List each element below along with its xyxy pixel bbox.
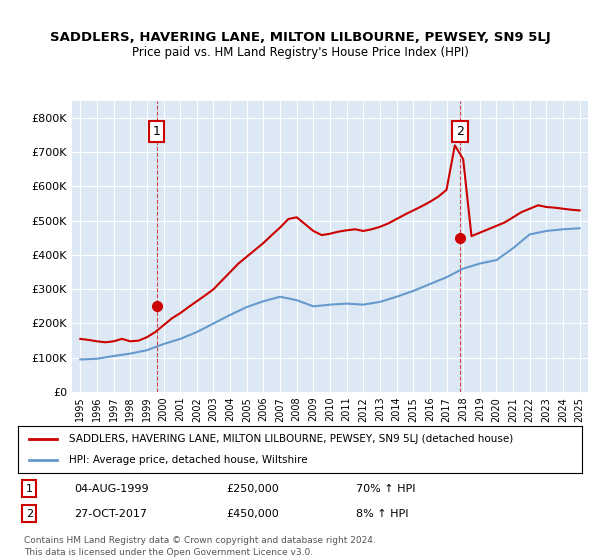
Text: 04-AUG-1999: 04-AUG-1999	[74, 484, 149, 493]
Text: Price paid vs. HM Land Registry's House Price Index (HPI): Price paid vs. HM Land Registry's House …	[131, 46, 469, 59]
Text: 8% ↑ HPI: 8% ↑ HPI	[356, 509, 409, 519]
Text: HPI: Average price, detached house, Wiltshire: HPI: Average price, detached house, Wilt…	[69, 455, 307, 465]
Text: 2: 2	[26, 509, 33, 519]
Text: 2: 2	[456, 125, 464, 138]
Text: SADDLERS, HAVERING LANE, MILTON LILBOURNE, PEWSEY, SN9 5LJ (detached house): SADDLERS, HAVERING LANE, MILTON LILBOURN…	[69, 434, 513, 444]
Text: 1: 1	[26, 484, 33, 493]
Text: £450,000: £450,000	[227, 509, 280, 519]
Text: SADDLERS, HAVERING LANE, MILTON LILBOURNE, PEWSEY, SN9 5LJ: SADDLERS, HAVERING LANE, MILTON LILBOURN…	[50, 31, 550, 44]
Text: This data is licensed under the Open Government Licence v3.0.: This data is licensed under the Open Gov…	[24, 548, 313, 557]
Text: £250,000: £250,000	[227, 484, 280, 493]
Text: 70% ↑ HPI: 70% ↑ HPI	[356, 484, 416, 493]
Text: 27-OCT-2017: 27-OCT-2017	[74, 509, 148, 519]
Text: 1: 1	[152, 125, 160, 138]
Text: Contains HM Land Registry data © Crown copyright and database right 2024.: Contains HM Land Registry data © Crown c…	[24, 536, 376, 545]
